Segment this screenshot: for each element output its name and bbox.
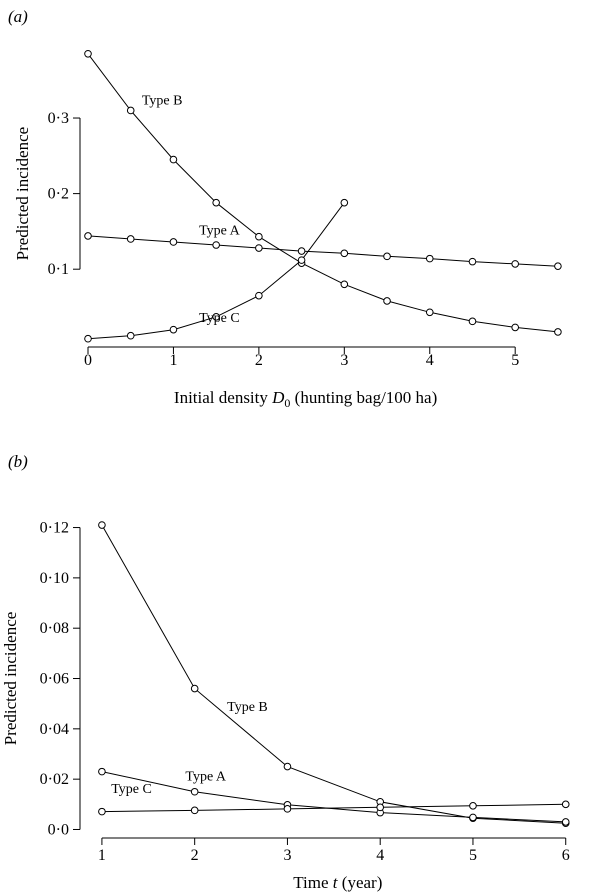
- data-point: [98, 521, 106, 529]
- data-point: [283, 762, 292, 771]
- data-point: [340, 249, 349, 258]
- series-line: [87, 235, 558, 267]
- data-point: [126, 106, 135, 115]
- data-point: [169, 325, 178, 334]
- x-tick-label: 3: [340, 352, 348, 369]
- data-point: [511, 260, 519, 268]
- series-type-a: Type A: [98, 767, 570, 826]
- x-tick-label: 3: [283, 847, 291, 864]
- data-point: [468, 257, 477, 266]
- panel-label: (a): [8, 7, 28, 26]
- data-point: [376, 803, 385, 812]
- series-label: Type C: [199, 311, 240, 326]
- panel-label: (b): [8, 452, 28, 471]
- x-tick-label: 4: [426, 352, 434, 369]
- data-point: [554, 262, 562, 270]
- data-point: [383, 297, 391, 305]
- x-tick-label: 2: [191, 847, 199, 864]
- data-point: [468, 317, 477, 326]
- panel-b: (b) 1 2 3 4 5 6 0·0 0·02 0·04 0·06 0·08 0·10 0·12 Time…: [1, 452, 570, 892]
- x-tick-label: 1: [169, 352, 177, 369]
- x-tick-label: 1: [98, 847, 106, 864]
- series-type-b: Type B: [98, 521, 570, 827]
- data-point: [84, 232, 92, 240]
- data-point: [469, 813, 477, 822]
- data-point: [383, 252, 391, 261]
- data-point: [190, 684, 199, 693]
- series-label: Type A: [199, 223, 241, 238]
- x-axis-label: Initial density D0 (hunting bag/100 ha): [174, 388, 437, 410]
- data-point: [561, 818, 570, 826]
- x-axis-label: Time t (year): [293, 873, 382, 892]
- series-line: [101, 803, 566, 813]
- y-tick-label: 0·08: [40, 620, 69, 637]
- series-type-c: Type C: [98, 782, 570, 816]
- series-type-a: Type A: [84, 223, 562, 270]
- data-point: [255, 244, 263, 252]
- series-line: [101, 771, 566, 823]
- series-label: Type C: [111, 782, 152, 797]
- series-line: [101, 524, 566, 824]
- series-type-b: Type B: [84, 49, 562, 336]
- x-tick-label: 2: [255, 352, 263, 369]
- data-point: [212, 313, 220, 321]
- series-line: [87, 53, 558, 333]
- x-tick-label: 5: [511, 352, 519, 369]
- data-point: [554, 328, 562, 336]
- y-axis-label: Predicted incidence: [1, 612, 20, 746]
- data-point: [169, 238, 178, 246]
- y-tick-label: 0·04: [40, 721, 69, 738]
- y-tick-label: 0·2: [48, 186, 69, 203]
- y-tick-label: 0·10: [40, 570, 69, 587]
- data-point: [340, 198, 349, 207]
- x-tick-label: 0: [84, 352, 92, 369]
- series-label: Type B: [142, 93, 183, 108]
- data-point: [169, 155, 178, 164]
- x-tick-label: 6: [562, 847, 570, 864]
- data-point: [297, 247, 306, 255]
- series-type-c: Type C: [84, 198, 349, 343]
- data-point: [126, 331, 135, 340]
- data-point: [425, 254, 434, 263]
- y-tick-label: 0·06: [40, 671, 69, 688]
- data-point: [84, 334, 92, 343]
- y-tick-label: 0·02: [40, 771, 69, 788]
- data-point: [126, 235, 135, 243]
- y-tick-label: 0·12: [40, 520, 69, 537]
- data-point: [212, 198, 220, 207]
- series-label: Type B: [227, 700, 268, 715]
- data-point: [255, 232, 263, 241]
- panel-a: (a) 0 1 2 3 4 5 0·1 0·2 0·3 Initial density D0 (hu…: [8, 7, 562, 410]
- x-tick-label: 4: [376, 847, 384, 864]
- series-label: Type A: [185, 769, 227, 784]
- data-point: [469, 802, 477, 810]
- data-point: [212, 241, 220, 249]
- y-tick-label: 0·0: [48, 821, 69, 838]
- data-point: [561, 800, 570, 809]
- x-tick-label: 5: [469, 847, 477, 864]
- data-point: [425, 308, 434, 317]
- y-axis-label: Predicted incidence: [13, 127, 32, 261]
- data-point: [255, 291, 263, 300]
- data-point: [283, 805, 292, 813]
- data-point: [98, 807, 106, 816]
- data-point: [511, 323, 519, 332]
- data-point: [190, 787, 199, 796]
- data-point: [98, 767, 106, 776]
- data-point: [340, 280, 349, 289]
- data-point: [297, 256, 306, 264]
- y-tick-label: 0·3: [48, 110, 69, 127]
- y-tick-label: 0·1: [48, 261, 69, 278]
- data-point: [190, 806, 199, 815]
- data-point: [84, 49, 92, 58]
